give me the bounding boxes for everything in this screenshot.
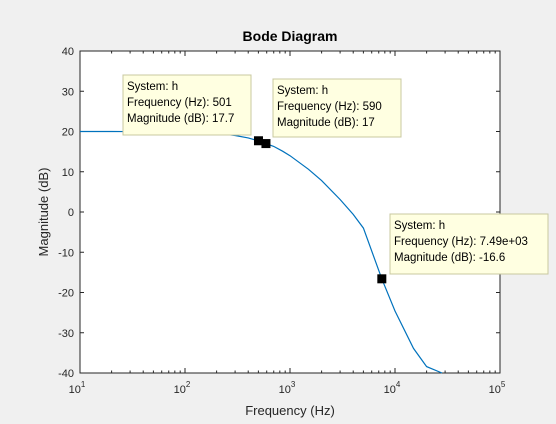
x-tick-base: 10	[279, 384, 291, 396]
datatip[interactable]: System: h Frequency (Hz): 590 Magnitude (d…	[261, 78, 402, 149]
chart-title: Bode Diagram	[243, 28, 338, 44]
x-tick-exponent: 4	[396, 380, 401, 389]
x-tick-label: 102	[174, 380, 191, 396]
y-tick-label: -40	[58, 368, 74, 380]
y-tick-label: -30	[58, 328, 74, 340]
x-axis-label: Frequency (Hz)	[245, 403, 335, 418]
x-tick-exponent: 1	[81, 380, 86, 389]
x-tick-exponent: 2	[186, 380, 191, 389]
y-tick-label: -10	[58, 247, 74, 259]
y-tick-label: 10	[62, 167, 74, 179]
datatip-marker[interactable]	[261, 139, 271, 149]
x-tick-label: 101	[69, 380, 86, 396]
datatip-marker[interactable]	[253, 136, 263, 146]
datatip-marker[interactable]	[377, 274, 387, 284]
datatip-box	[122, 74, 252, 136]
y-axis-label: Magnitude (dB)	[36, 168, 51, 257]
x-axis-ticks: 101 102 103 104 105	[69, 51, 506, 396]
x-tick-base: 10	[69, 384, 81, 396]
datatip-text: System: h	[394, 220, 445, 232]
datatips-layer: System: h Frequency (Hz): 501 Magnitude (d…	[122, 74, 549, 284]
datatip-text: System: h	[277, 85, 328, 97]
datatip-box	[389, 213, 549, 275]
datatip-text: Frequency (Hz): 7.49e+03	[394, 236, 528, 248]
x-tick-base: 10	[384, 384, 396, 396]
datatip-text: Magnitude (dB): 17	[277, 117, 375, 129]
x-tick-label: 105	[489, 380, 506, 396]
datatip-text: Magnitude (dB): -16.6	[394, 252, 505, 264]
y-tick-label: -20	[58, 288, 74, 300]
y-tick-label: 30	[62, 86, 74, 98]
x-tick-exponent: 5	[501, 380, 506, 389]
x-tick-base: 10	[174, 384, 186, 396]
datatip-box	[272, 78, 402, 138]
datatip-text: System: h	[127, 81, 178, 93]
datatip-text: Magnitude (dB): 17.7	[127, 113, 234, 125]
x-tick-label: 104	[384, 380, 401, 396]
x-tick-exponent: 3	[291, 380, 296, 389]
y-tick-label: 20	[62, 127, 74, 139]
y-tick-label: 40	[62, 46, 74, 58]
datatip-text: Frequency (Hz): 590	[277, 101, 382, 113]
x-tick-label: 103	[279, 380, 296, 396]
datatip[interactable]: System: h Frequency (Hz): 7.49e+03 Magnitu…	[377, 213, 549, 284]
x-tick-base: 10	[489, 384, 501, 396]
y-tick-label: 0	[68, 207, 74, 219]
datatip-text: Frequency (Hz): 501	[127, 97, 232, 109]
datatip[interactable]: System: h Frequency (Hz): 501 Magnitude (d…	[122, 74, 263, 146]
